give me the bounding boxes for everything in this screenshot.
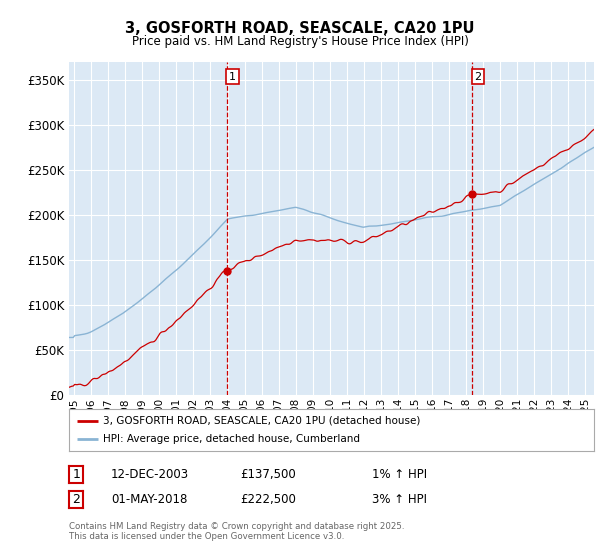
Text: Price paid vs. HM Land Registry's House Price Index (HPI): Price paid vs. HM Land Registry's House … (131, 35, 469, 48)
Text: 3, GOSFORTH ROAD, SEASCALE, CA20 1PU: 3, GOSFORTH ROAD, SEASCALE, CA20 1PU (125, 21, 475, 36)
Text: 1: 1 (72, 468, 80, 482)
Text: HPI: Average price, detached house, Cumberland: HPI: Average price, detached house, Cumb… (103, 434, 360, 444)
Text: 1: 1 (229, 72, 236, 82)
Text: 12-DEC-2003: 12-DEC-2003 (111, 468, 189, 482)
Text: 2: 2 (72, 493, 80, 506)
Text: 2: 2 (475, 72, 481, 82)
Text: Contains HM Land Registry data © Crown copyright and database right 2025.
This d: Contains HM Land Registry data © Crown c… (69, 522, 404, 542)
Text: £222,500: £222,500 (240, 493, 296, 506)
Text: £137,500: £137,500 (240, 468, 296, 482)
Text: 3, GOSFORTH ROAD, SEASCALE, CA20 1PU (detached house): 3, GOSFORTH ROAD, SEASCALE, CA20 1PU (de… (103, 416, 421, 426)
Text: 3% ↑ HPI: 3% ↑ HPI (372, 493, 427, 506)
Text: 01-MAY-2018: 01-MAY-2018 (111, 493, 187, 506)
Text: 1% ↑ HPI: 1% ↑ HPI (372, 468, 427, 482)
